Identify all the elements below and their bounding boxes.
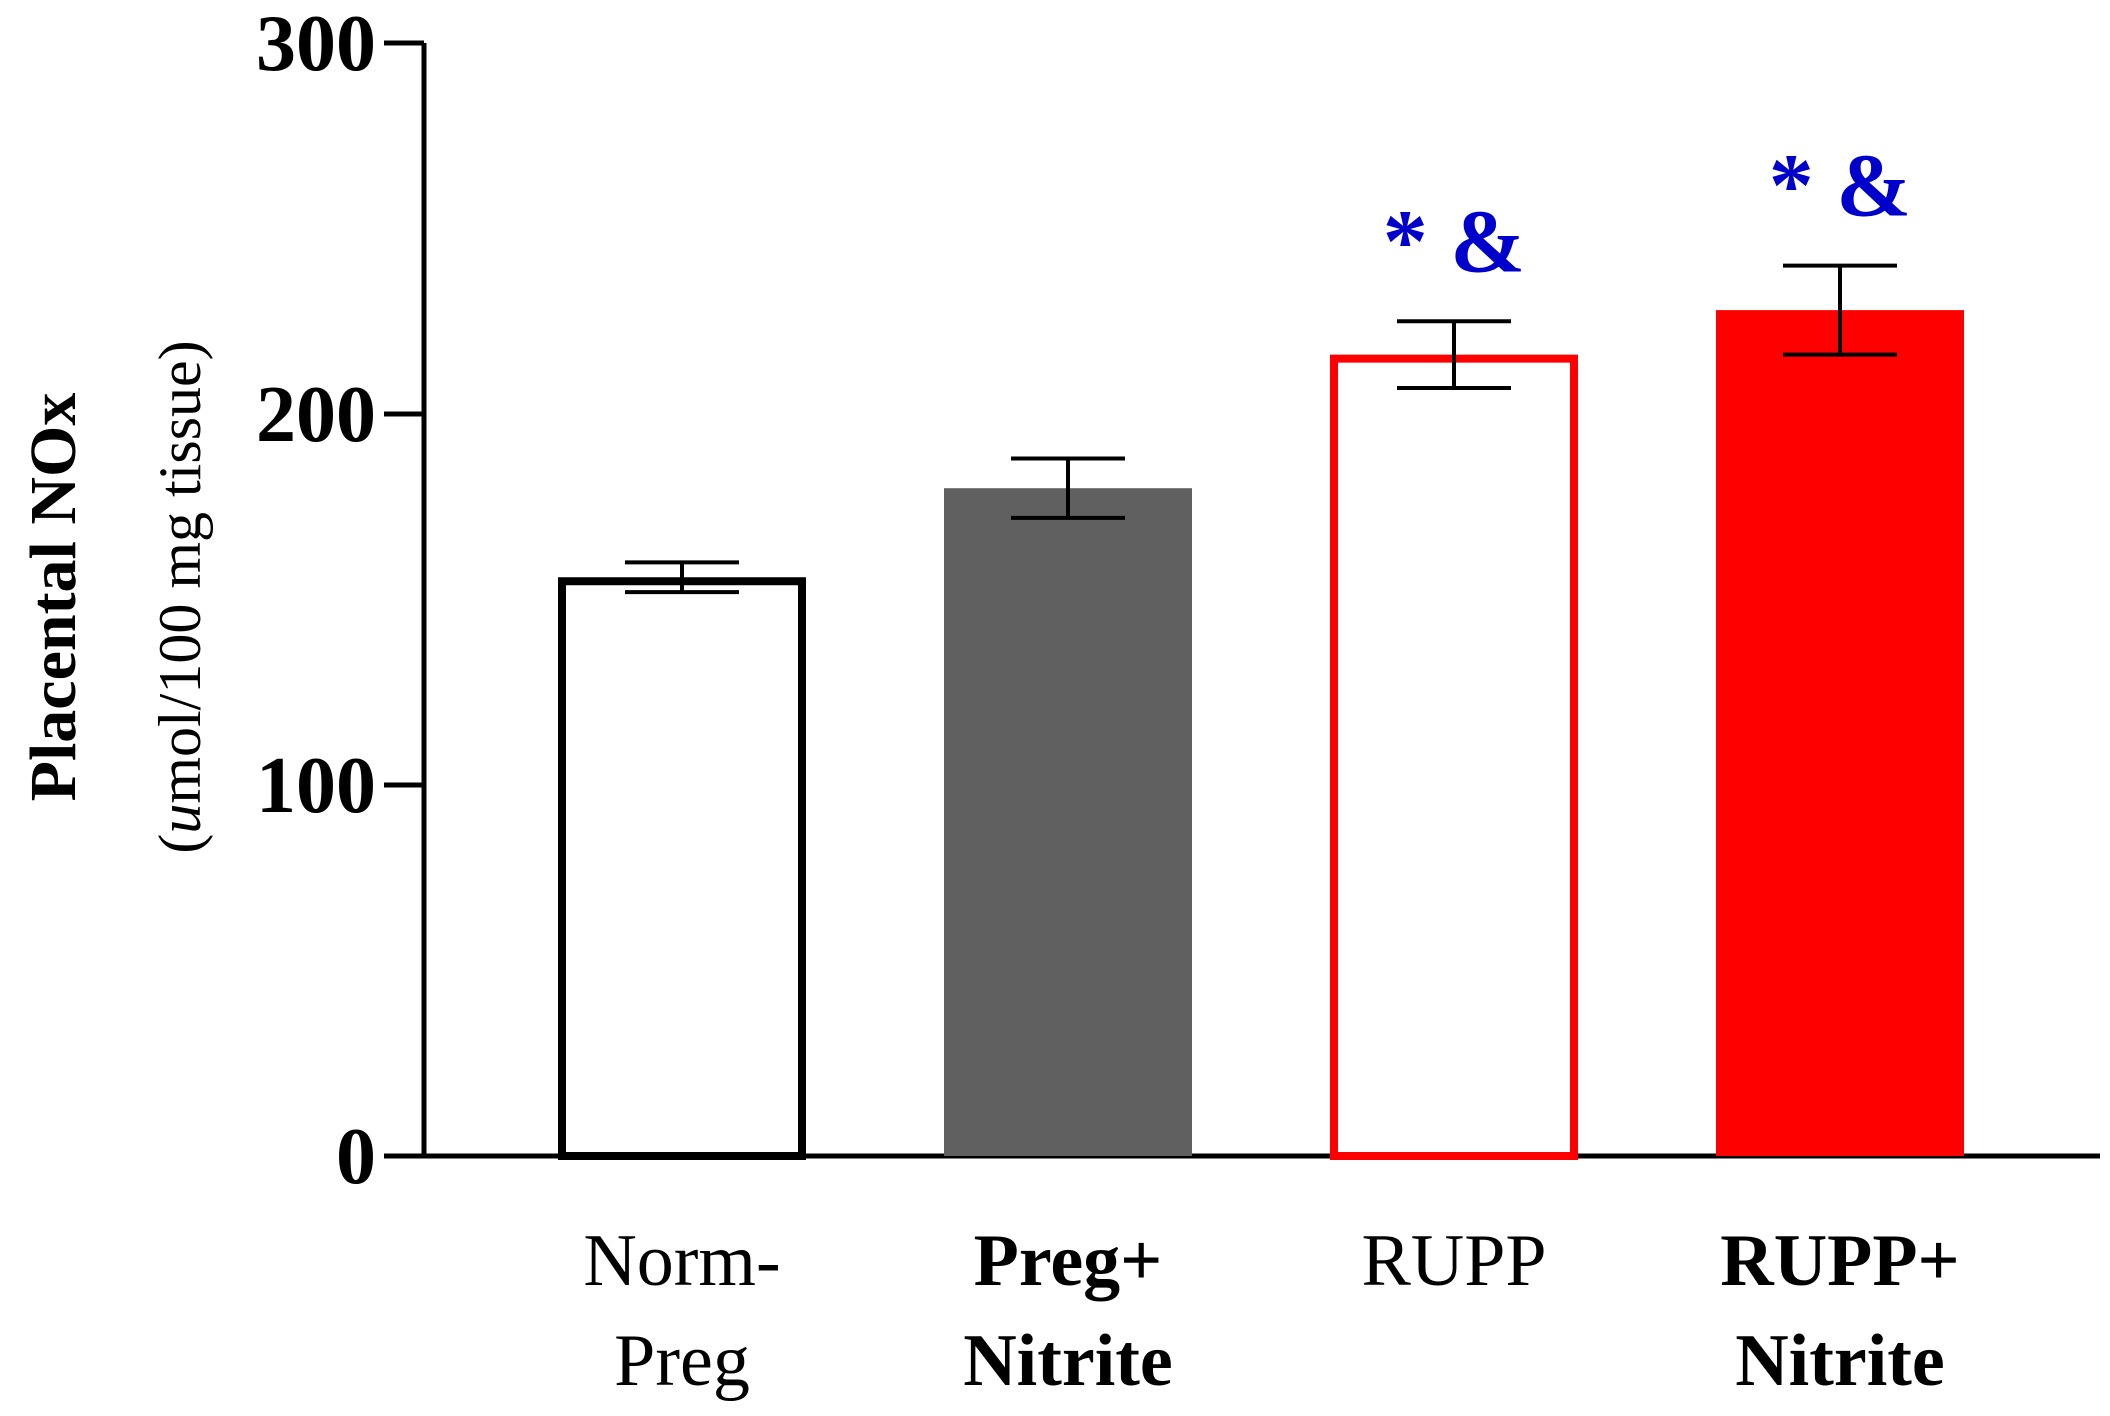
y-axis-label: Placental NOx	[17, 393, 90, 802]
bar-3	[1330, 354, 1578, 1160]
x-tick-label-3-line-1: RUPP	[1361, 1220, 1546, 1302]
x-tick-label-1-line-2: Preg	[614, 1320, 750, 1402]
y-tick-label-0: 0	[336, 1113, 376, 1201]
x-tick-label-2-line-2: Nitrite	[963, 1320, 1173, 1402]
x-tick-label-4-line-1: RUPP+	[1720, 1220, 1959, 1302]
bar-1	[558, 577, 806, 1160]
y-axis-title: Placental NOx (umol/100 mg tissue)	[17, 340, 213, 853]
y-axis-units: (umol/100 mg tissue)	[147, 340, 213, 853]
significance-annotation-3: * &	[1383, 192, 1525, 291]
x-tick-label-2-line-1: Preg+	[974, 1220, 1163, 1302]
y-tick-label-300: 300	[256, 0, 376, 88]
x-tick-label-4-line-2: Nitrite	[1735, 1320, 1945, 1402]
x-tick-labels: Norm- Preg Preg+ Nitrite RUPP RUPP+ Nitrite	[583, 1220, 1959, 1402]
bar-4	[1716, 310, 1964, 1156]
bars	[558, 310, 1964, 1160]
y-tick-label-200: 200	[256, 371, 376, 459]
x-tick-label-1-line-1: Norm-	[583, 1220, 780, 1302]
annotations: * & * &	[1383, 137, 1911, 292]
significance-annotation-4: * &	[1769, 137, 1911, 236]
bar-2	[944, 488, 1192, 1156]
error-bars	[625, 263, 1897, 595]
y-tick-label-100: 100	[256, 742, 376, 830]
